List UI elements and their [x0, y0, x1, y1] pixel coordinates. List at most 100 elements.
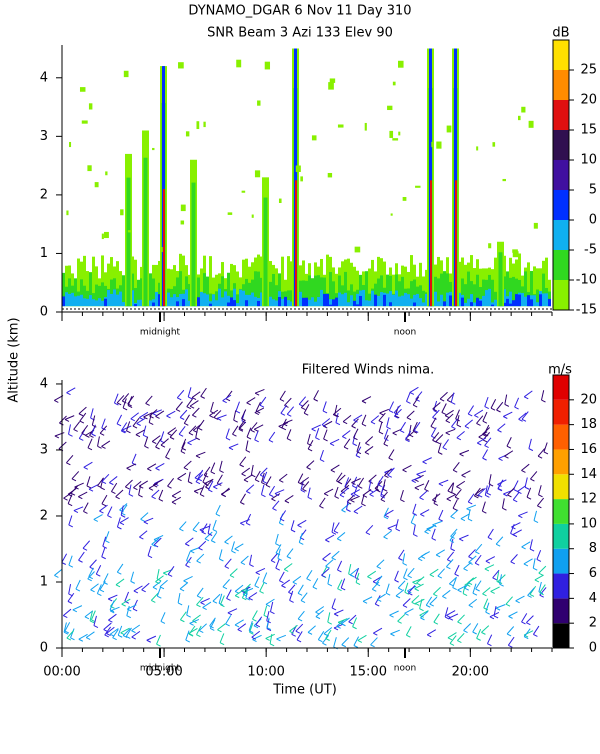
field-texture — [458, 261, 461, 307]
field-texture — [511, 522, 521, 528]
field-texture — [357, 634, 367, 641]
field-texture — [287, 290, 290, 307]
field-texture — [350, 493, 356, 497]
field-texture — [201, 531, 206, 535]
field-texture — [327, 621, 332, 625]
field-texture — [515, 600, 520, 604]
field-texture — [441, 412, 447, 415]
field-texture — [512, 249, 518, 253]
field-texture — [353, 419, 358, 423]
field-texture — [334, 613, 339, 617]
field-texture — [180, 442, 186, 452]
field-texture — [352, 485, 357, 489]
field-texture — [74, 296, 77, 307]
field-texture — [126, 467, 131, 471]
field-texture — [105, 540, 110, 544]
field-texture — [508, 611, 518, 617]
field-texture — [86, 476, 91, 487]
field-texture — [241, 190, 246, 193]
field-texture — [245, 300, 248, 307]
field-texture — [265, 633, 275, 639]
field-texture — [54, 432, 65, 437]
field-texture — [488, 474, 492, 485]
field-texture — [93, 625, 99, 629]
field-texture — [446, 273, 449, 307]
field-texture — [194, 490, 199, 494]
field-texture — [385, 592, 391, 596]
y-tick-label: 2 — [40, 187, 48, 202]
field-texture — [497, 429, 502, 433]
field-texture — [270, 552, 279, 561]
y-tick-label: 3 — [40, 129, 48, 144]
field-texture — [88, 484, 99, 490]
field-texture — [79, 412, 87, 422]
field-texture — [186, 560, 191, 564]
field-texture — [171, 490, 182, 497]
colorbar-segment — [553, 40, 569, 70]
field-texture — [353, 428, 359, 438]
field-texture — [445, 413, 454, 422]
field-texture — [457, 632, 465, 641]
field-texture — [337, 474, 346, 483]
field-texture — [397, 620, 402, 624]
field-texture — [495, 607, 501, 611]
field-texture — [402, 562, 408, 566]
field-texture — [337, 579, 343, 589]
field-texture — [504, 450, 514, 457]
field-texture — [523, 563, 529, 567]
field-texture — [117, 571, 122, 575]
field-texture — [72, 605, 83, 611]
field-texture — [413, 279, 416, 307]
field-texture — [353, 636, 360, 646]
field-texture — [311, 135, 317, 141]
field-texture — [533, 295, 536, 307]
field-texture — [113, 289, 116, 307]
field-texture — [116, 414, 123, 425]
field-texture — [143, 434, 148, 438]
field-texture — [437, 442, 442, 453]
field-texture — [351, 425, 356, 429]
field-texture — [213, 417, 219, 420]
field-texture — [365, 524, 374, 533]
y-tick-label: 4 — [40, 70, 48, 85]
field-texture — [225, 398, 231, 402]
field-texture — [270, 611, 275, 615]
field-texture — [229, 568, 238, 576]
field-texture — [93, 615, 97, 626]
field-texture — [177, 602, 183, 606]
field-texture — [383, 294, 386, 307]
field-texture — [191, 407, 200, 416]
field-texture — [225, 623, 230, 627]
field-texture — [133, 585, 143, 592]
field-texture — [75, 579, 81, 590]
field-texture — [103, 629, 108, 632]
field-texture — [125, 421, 131, 432]
field-texture — [406, 417, 412, 421]
colorbar-tick-label: 0 — [589, 213, 597, 228]
field-texture — [97, 593, 102, 597]
field-texture — [414, 487, 420, 491]
field-texture — [197, 419, 205, 429]
field-texture — [266, 627, 272, 630]
field-texture — [219, 595, 225, 605]
field-texture — [188, 632, 193, 636]
field-texture — [111, 491, 116, 495]
field-texture — [115, 496, 120, 500]
field-texture — [187, 396, 193, 400]
field-texture — [183, 460, 192, 469]
field-texture — [79, 420, 85, 424]
field-texture — [90, 583, 99, 591]
field-texture — [196, 625, 202, 635]
field-texture — [118, 634, 123, 638]
field-texture — [119, 291, 122, 307]
field-texture — [180, 220, 185, 225]
field-texture — [231, 550, 236, 554]
field-texture — [199, 493, 205, 497]
field-texture — [459, 538, 464, 542]
field-texture — [435, 434, 444, 442]
field-texture — [528, 438, 532, 449]
field-texture — [139, 417, 144, 420]
field-texture — [281, 298, 284, 307]
field-texture — [133, 481, 142, 489]
field-texture — [130, 418, 135, 422]
